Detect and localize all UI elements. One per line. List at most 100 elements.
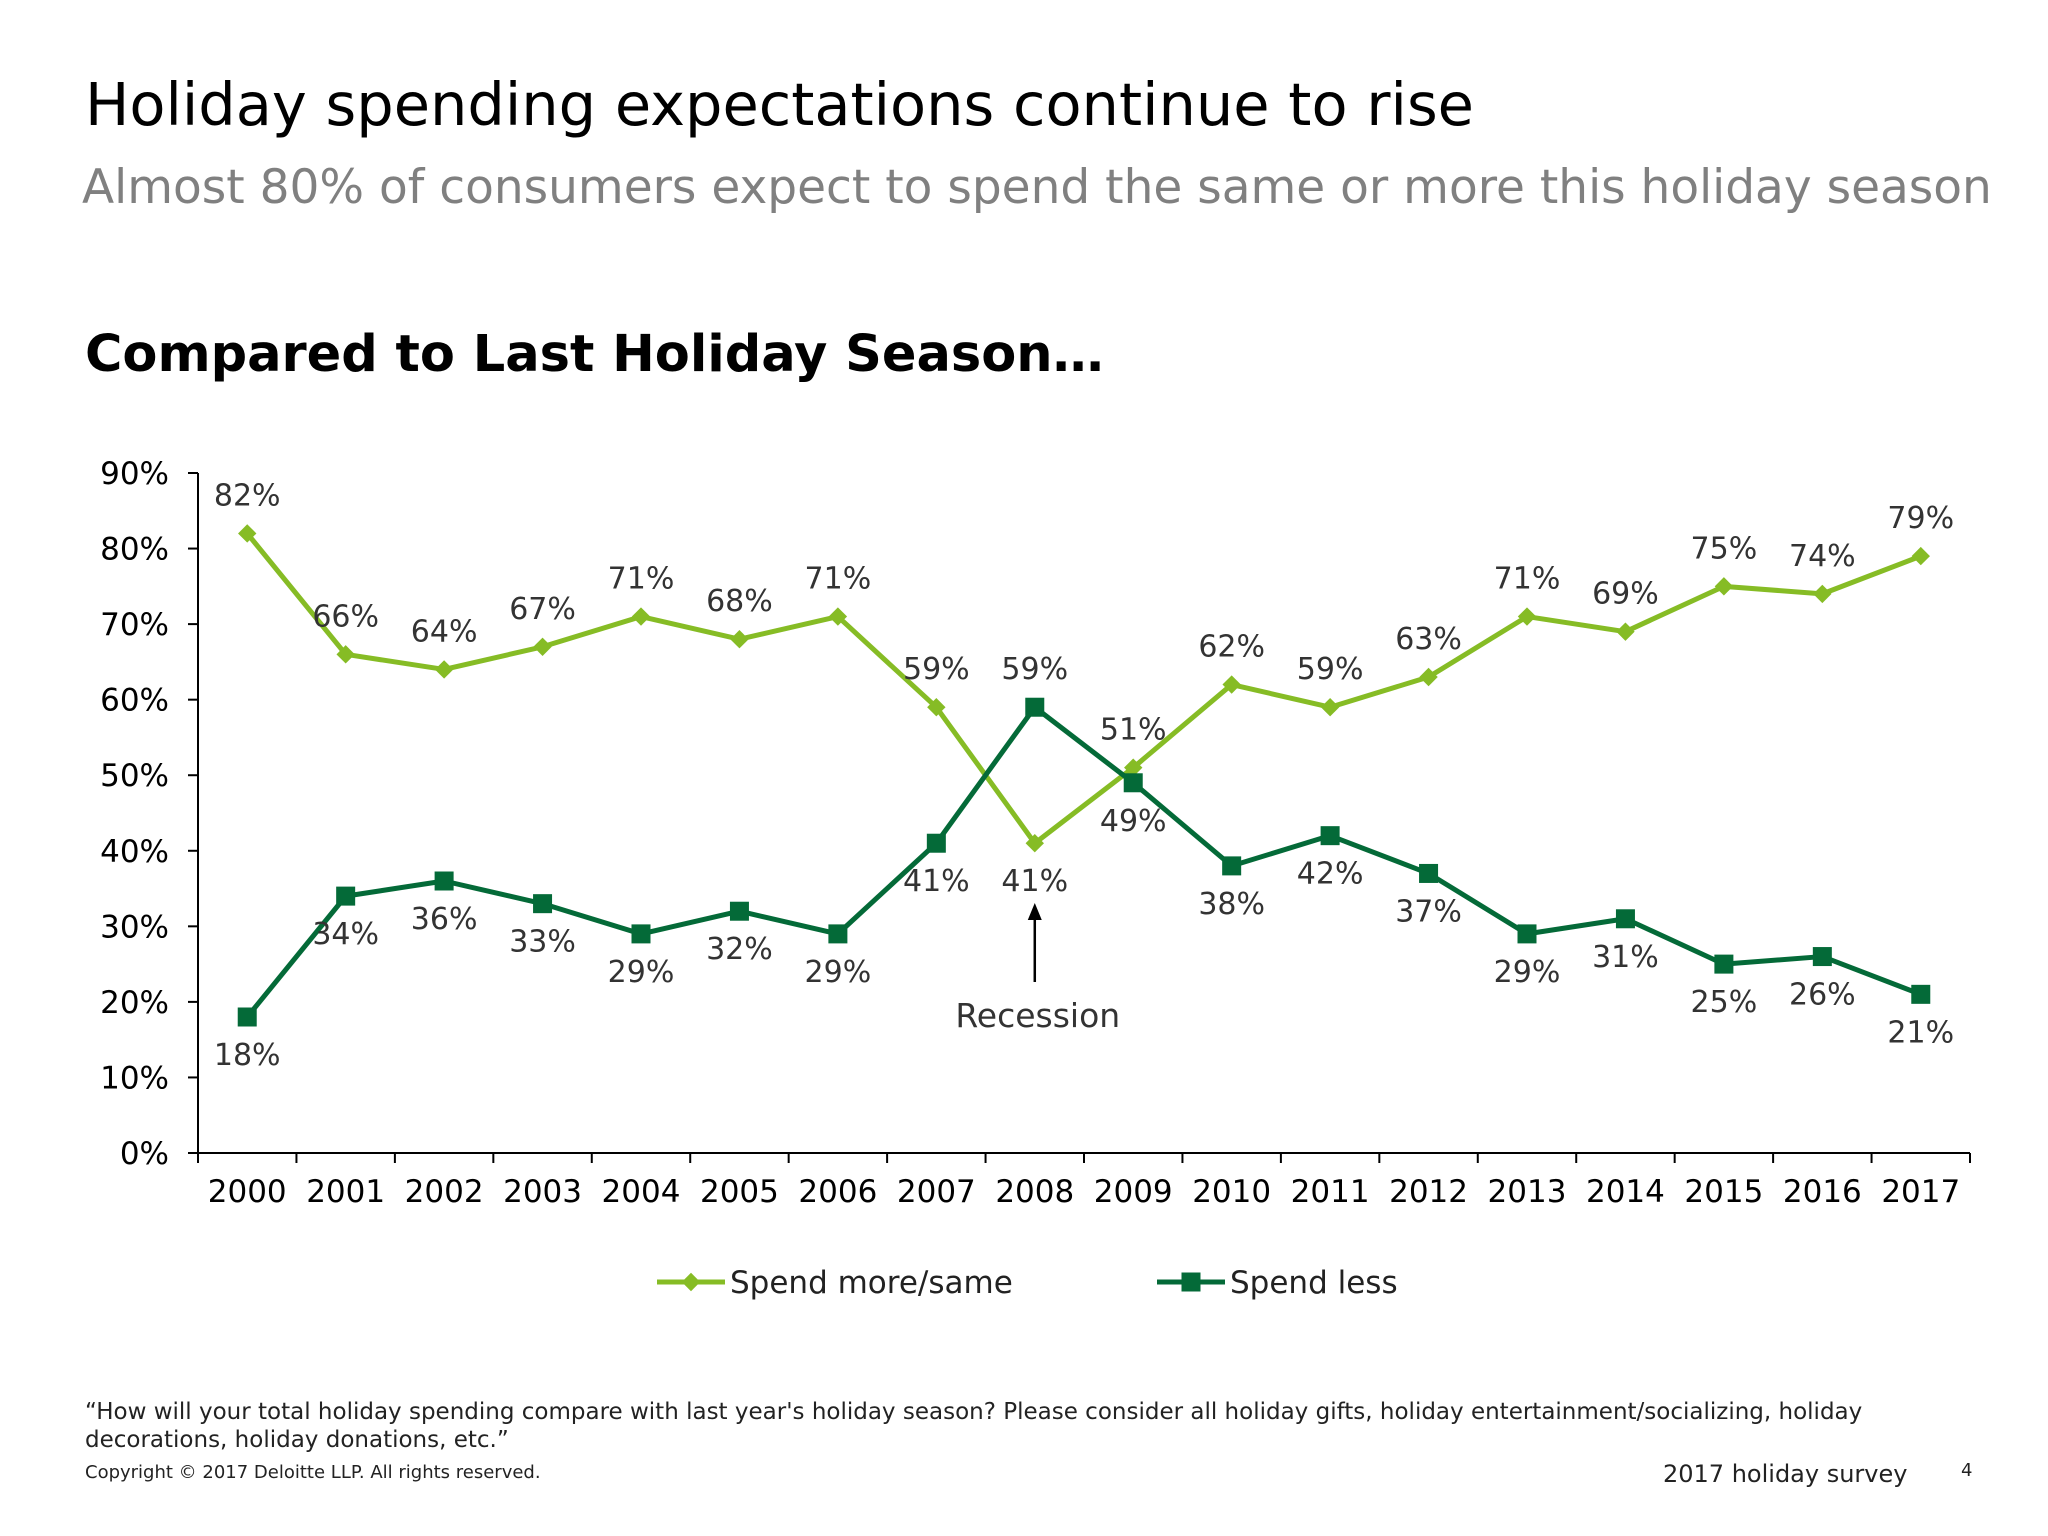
recession-annotation: Recession bbox=[955, 903, 1120, 1035]
marker-diamond bbox=[533, 637, 552, 656]
x-tick-label: 2011 bbox=[1291, 1174, 1370, 1210]
marker-square bbox=[926, 833, 946, 853]
data-label: 36% bbox=[411, 902, 478, 937]
x-tick-label: 2005 bbox=[700, 1174, 779, 1210]
x-tick-label: 2002 bbox=[405, 1174, 484, 1210]
marker-square bbox=[1222, 856, 1242, 876]
subheadline: Almost 80% of consumers expect to spend … bbox=[82, 160, 1992, 215]
data-label: 29% bbox=[608, 955, 675, 990]
marker-diamond bbox=[1124, 758, 1143, 777]
survey-label: 2017 holiday survey bbox=[1663, 1460, 1908, 1488]
data-label: 74% bbox=[1789, 539, 1856, 574]
legend-marker-diamond bbox=[681, 1272, 701, 1292]
data-label: 62% bbox=[1198, 630, 1265, 665]
x-tick-label: 2006 bbox=[798, 1174, 877, 1210]
data-label: 82% bbox=[214, 478, 281, 513]
annotation-arrow-head bbox=[1027, 903, 1042, 920]
data-label: 41% bbox=[1001, 864, 1068, 899]
marker-square bbox=[631, 924, 651, 944]
x-tick-label: 2007 bbox=[897, 1174, 976, 1210]
data-label: 79% bbox=[1887, 501, 1954, 536]
marker-square bbox=[828, 924, 848, 944]
data-label: 63% bbox=[1395, 622, 1462, 657]
annotation-label: Recession bbox=[955, 996, 1120, 1035]
series-lines bbox=[237, 524, 1931, 1027]
data-label: 51% bbox=[1100, 713, 1167, 748]
data-label: 68% bbox=[706, 584, 773, 619]
headline: Holiday spending expectations continue t… bbox=[85, 70, 1474, 139]
data-label: 69% bbox=[1592, 577, 1659, 612]
x-tick-label: 2003 bbox=[503, 1174, 582, 1210]
marker-diamond bbox=[1911, 546, 1930, 566]
x-tick-label: 2017 bbox=[1881, 1174, 1960, 1210]
y-tick-label: 0% bbox=[120, 1136, 169, 1172]
legend-label-spend-more-same: Spend more/same bbox=[730, 1265, 1013, 1301]
legend-label-spend-less: Spend less bbox=[1230, 1265, 1398, 1301]
marker-square bbox=[434, 871, 454, 891]
data-label: 33% bbox=[509, 925, 576, 960]
y-tick-label: 80% bbox=[100, 532, 169, 568]
data-label: 59% bbox=[1297, 652, 1364, 687]
data-label: 67% bbox=[509, 592, 576, 627]
footnote: “How will your total holiday spending co… bbox=[85, 1399, 1863, 1453]
x-tick-label: 2016 bbox=[1783, 1174, 1862, 1210]
data-labels: 82% 18% 66% 34% 64% 36% 67% 33% 71% 29% 68% 32% 71% 2… bbox=[214, 478, 1954, 1073]
marker-square bbox=[1911, 984, 1931, 1004]
legend-marker-square bbox=[1181, 1272, 1201, 1292]
marker-square bbox=[1812, 947, 1832, 967]
marker-diamond bbox=[434, 660, 454, 679]
x-tick-label: 2008 bbox=[995, 1174, 1074, 1210]
marker-square bbox=[729, 901, 749, 921]
marker-diamond bbox=[1419, 667, 1438, 687]
data-label: 34% bbox=[312, 917, 379, 952]
x-tick-label: 2010 bbox=[1192, 1174, 1271, 1210]
marker-diamond bbox=[828, 607, 848, 626]
data-label: 21% bbox=[1887, 1015, 1954, 1050]
legend: Spend more/same Spend less bbox=[657, 1265, 1398, 1301]
marker-diamond bbox=[1025, 834, 1044, 853]
x-tick-label: 2004 bbox=[602, 1174, 681, 1210]
marker-square bbox=[1123, 773, 1143, 793]
marker-square bbox=[237, 1007, 257, 1027]
x-tick-label: 2015 bbox=[1684, 1174, 1763, 1210]
data-label: 59% bbox=[1001, 652, 1068, 687]
data-label: 59% bbox=[903, 652, 970, 687]
data-label: 32% bbox=[706, 932, 773, 967]
marker-square bbox=[336, 886, 356, 906]
marker-square bbox=[1025, 697, 1045, 717]
y-tick-label: 60% bbox=[100, 683, 169, 719]
data-label: 75% bbox=[1691, 531, 1758, 566]
marker-square bbox=[1714, 954, 1734, 974]
marker-square bbox=[1615, 909, 1635, 929]
data-label: 29% bbox=[1494, 955, 1561, 990]
marker-diamond bbox=[1813, 584, 1832, 604]
data-label: 18% bbox=[214, 1038, 281, 1073]
marker-square bbox=[533, 894, 553, 914]
axes: 0% 10% 20% 30% 40% 50% 60% 70% 80% 90% 2000 2001 200… bbox=[100, 456, 1971, 1210]
data-label: 37% bbox=[1395, 894, 1462, 929]
data-label: 71% bbox=[805, 562, 872, 597]
chart-title: Compared to Last Holiday Season… bbox=[85, 325, 1104, 384]
data-label: 31% bbox=[1592, 940, 1659, 975]
series-line-spend-less bbox=[245, 704, 1922, 1019]
y-tick-label: 70% bbox=[100, 607, 169, 643]
marker-diamond bbox=[1222, 675, 1241, 694]
data-label: 64% bbox=[411, 614, 478, 649]
marker-diamond bbox=[1714, 577, 1734, 596]
data-label: 26% bbox=[1789, 978, 1856, 1013]
marker-diamond bbox=[1517, 607, 1537, 626]
marker-diamond bbox=[1320, 698, 1340, 717]
marker-square bbox=[1320, 826, 1340, 846]
copyright: Copyright © 2017 Deloitte LLP. All right… bbox=[85, 1462, 541, 1483]
data-label: 66% bbox=[312, 599, 379, 634]
x-tick-label: 2014 bbox=[1586, 1174, 1665, 1210]
marker-diamond bbox=[730, 630, 749, 649]
x-tick-label: 2000 bbox=[208, 1174, 287, 1210]
y-tick-label: 30% bbox=[100, 909, 169, 945]
y-tick-label: 50% bbox=[100, 758, 169, 794]
marker-diamond bbox=[927, 698, 946, 717]
y-tick-label: 20% bbox=[100, 985, 169, 1021]
marker-diamond bbox=[238, 524, 257, 543]
data-label: 71% bbox=[1494, 562, 1561, 597]
x-tick-label: 2013 bbox=[1488, 1174, 1567, 1210]
